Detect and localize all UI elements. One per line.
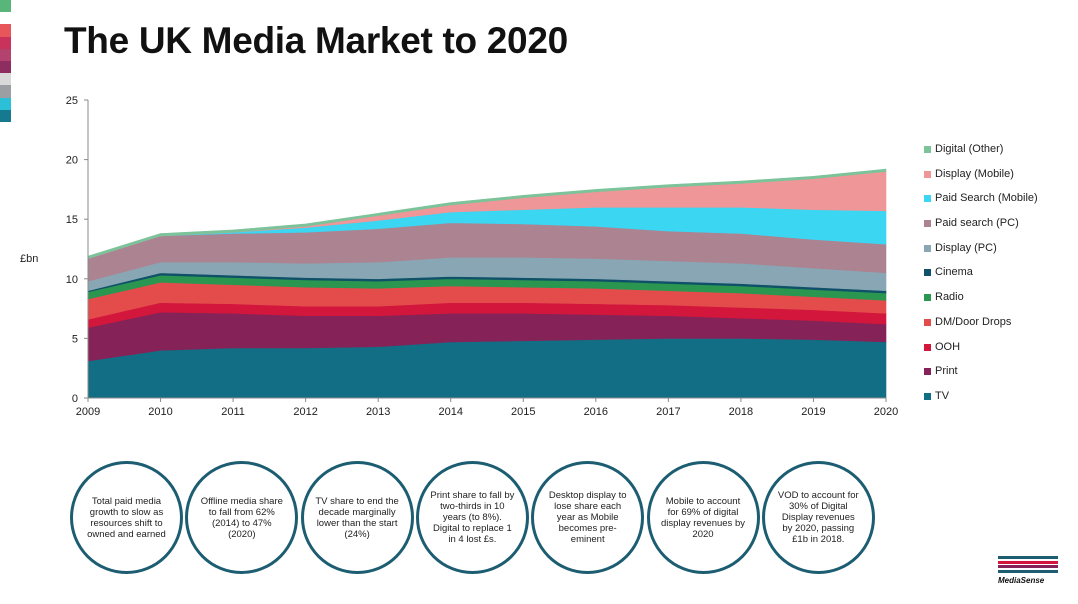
logo-bars [998, 556, 1058, 574]
logo-bar [998, 565, 1058, 568]
legend-item: Display (PC) [924, 241, 1074, 266]
legend-swatch [924, 368, 931, 376]
insight-bubble: Total paid media growth to slow as resou… [70, 461, 183, 574]
legend-swatch [924, 170, 931, 178]
legend-item: Paid search (PC) [924, 216, 1074, 241]
insight-text: VOD to account for 30% of Digital Displa… [777, 490, 859, 545]
legend-swatch [924, 318, 931, 326]
legend-item: DM/Door Drops [924, 315, 1074, 340]
stripe-segment [0, 12, 11, 25]
legend-label: Paid Search (Mobile) [935, 192, 1038, 205]
legend-label: Display (Mobile) [935, 167, 1014, 180]
x-tick-label: 2014 [438, 406, 462, 418]
logo-bar [998, 556, 1058, 559]
stripe-segment [0, 48, 11, 61]
insight-text: Desktop display to lose share each year … [548, 490, 627, 545]
legend-label: Display (PC) [935, 241, 997, 254]
x-tick-label: 2020 [874, 406, 898, 418]
legend-label: Radio [935, 291, 964, 304]
side-color-stripe [0, 0, 11, 122]
insight-bubble: Desktop display to lose share each year … [531, 461, 645, 574]
stripe-segment [0, 24, 11, 37]
chart-axes: 0 5 10 15 20 25 2009 2010 2011 2012 2013 2014 2015 20… [66, 95, 898, 418]
insight-text: Print share to fall by two-thirds in 10 … [430, 490, 515, 545]
legend-item: Print [924, 364, 1074, 389]
legend-swatch [924, 244, 931, 252]
legend-swatch [924, 269, 931, 277]
y-tick-label: 0 [72, 393, 78, 405]
legend-swatch [924, 343, 931, 351]
x-tick-label: 2017 [656, 406, 680, 418]
logo-name: MediaSense [998, 576, 1045, 585]
y-tick-label: 20 [66, 155, 78, 167]
y-tick-label: 5 [72, 333, 78, 345]
legend-item: TV [924, 389, 1074, 414]
insight-bubble: Offline media share to fall from 62% (20… [185, 461, 299, 574]
x-tick-label: 2018 [729, 406, 753, 418]
stripe-segment [0, 60, 11, 74]
x-tick-label: 2016 [584, 406, 608, 418]
stripe-segment [0, 97, 11, 110]
legend-label: TV [935, 389, 950, 402]
legend-label: Digital (Other) [935, 143, 1004, 155]
chart-legend: Digital (Other) Display (Mobile) Paid Sear… [924, 142, 1074, 414]
legend-label: DM/Door Drops [935, 315, 1012, 328]
legend-item: Digital (Other) [924, 142, 1074, 167]
x-tick-label: 2009 [76, 406, 100, 418]
legend-swatch [924, 220, 931, 228]
x-tick-label: 2019 [801, 406, 825, 418]
insight-bubble: Mobile to account for 69% of digital dis… [646, 461, 760, 574]
stripe-segment [0, 73, 11, 86]
x-tick-label: 2013 [366, 406, 390, 418]
legend-label: Print [935, 365, 958, 378]
x-tick-label: 2011 [221, 406, 245, 418]
insight-text: TV share to end the decade marginally lo… [315, 495, 399, 540]
legend-swatch [924, 294, 931, 302]
x-tick-label: 2012 [293, 406, 317, 418]
page-title: The UK Media Market to 2020 [64, 20, 568, 61]
legend-swatch [924, 195, 931, 203]
y-tick-label: 10 [66, 274, 78, 286]
legend-item: Display (Mobile) [924, 167, 1074, 192]
legend-item: Radio [924, 290, 1074, 315]
legend-label: Paid search (PC) [935, 217, 1019, 230]
stripe-segment [0, 0, 11, 13]
legend-item: Paid Search (Mobile) [924, 191, 1074, 216]
legend-swatch [924, 146, 931, 153]
y-axis-unit-label: £bn [20, 253, 39, 265]
legend-item: OOH [924, 340, 1074, 365]
area-digital-other [87, 168, 887, 259]
logo-bar [998, 560, 1058, 564]
insight-bubble: Print share to fall by two-thirds in 10 … [415, 461, 529, 574]
insight-bubble: TV share to end the decade marginally lo… [300, 461, 414, 574]
insight-text: Mobile to account for 69% of digital dis… [661, 495, 745, 540]
insight-text: Offline media share to fall from 62% (20… [200, 495, 283, 540]
legend-swatch [924, 392, 931, 400]
legend-label: OOH [935, 340, 961, 353]
chart-areas [87, 168, 887, 399]
x-tick-label: 2015 [511, 406, 535, 418]
insight-text: Total paid media growth to slow as resou… [87, 495, 166, 540]
mediasense-logo: MediaSense [998, 556, 1058, 585]
logo-bar [998, 569, 1058, 573]
legend-label: Cinema [935, 266, 973, 279]
y-tick-label: 25 [66, 95, 78, 107]
legend-item: Cinema [924, 265, 1074, 290]
stripe-segment [0, 85, 11, 98]
x-tick-label: 2010 [148, 406, 172, 418]
insight-bubble: VOD to account for 30% of Digital Displa… [761, 461, 875, 574]
stripe-segment [0, 109, 11, 122]
y-tick-label: 15 [66, 214, 78, 226]
stripe-segment [0, 36, 11, 49]
